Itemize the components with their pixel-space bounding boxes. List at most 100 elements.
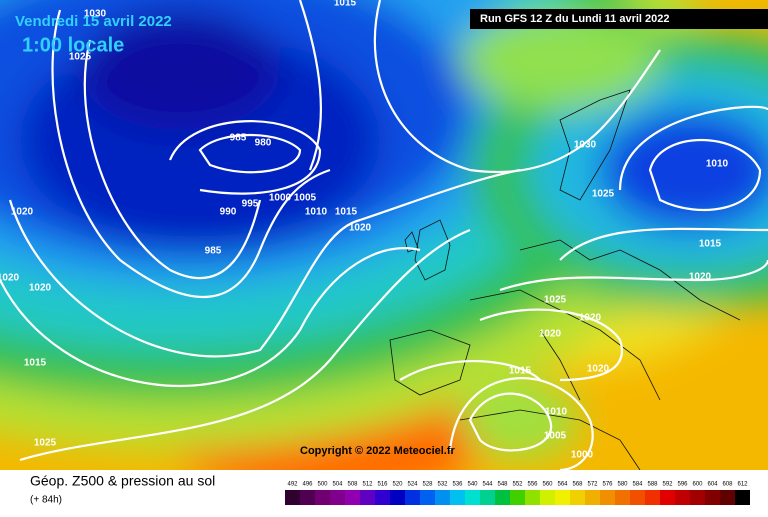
scale-swatch <box>660 490 675 505</box>
scale-label: 504 <box>332 482 343 488</box>
isobar-label: 1015 <box>334 0 357 9</box>
scale-label: 560 <box>542 482 553 488</box>
scale-swatch <box>540 490 555 505</box>
scale-label: 552 <box>512 482 523 488</box>
isobar-label: 1005 <box>544 431 567 442</box>
scale-swatch <box>375 490 390 505</box>
isobar-label: 995 <box>242 199 259 210</box>
scale-label: 540 <box>467 482 478 488</box>
isobar-label: 1005 <box>294 193 317 204</box>
isobar-label: 1015 <box>335 207 358 218</box>
run-info: Run GFS 12 Z du Lundi 11 avril 2022 <box>480 13 670 25</box>
scale-label: 520 <box>392 482 403 488</box>
isobar-label: 1020 <box>11 207 34 218</box>
isobar-label: 1000 <box>269 193 292 204</box>
scale-swatch <box>390 490 405 505</box>
scale-label: 580 <box>617 482 628 488</box>
scale-swatch <box>465 490 480 505</box>
isobar-label: 1020 <box>29 283 52 294</box>
isobar-label: 1010 <box>706 159 729 170</box>
scale-label: 496 <box>302 482 313 488</box>
scale-label: 532 <box>437 482 448 488</box>
copyright: Copyright © 2022 Meteociel.fr <box>300 445 456 457</box>
scale-swatch <box>360 490 375 505</box>
scale-swatch <box>630 490 645 505</box>
coastlines <box>389 89 741 470</box>
isobar-label: 1015 <box>24 358 47 369</box>
isobar-label: 985 <box>205 246 222 257</box>
scale-label: 536 <box>452 482 463 488</box>
scale-swatch <box>330 490 345 505</box>
scale-label: 572 <box>587 482 598 488</box>
scale-label: 600 <box>692 482 703 488</box>
isobar-label: 1015 <box>699 239 722 250</box>
scale-label: 604 <box>707 482 718 488</box>
scale-swatch <box>615 490 630 505</box>
scale-label: 500 <box>317 482 328 488</box>
scale-swatch <box>690 490 705 505</box>
scale-swatch <box>315 490 330 505</box>
scale-label: 576 <box>602 482 613 488</box>
scale-label: 544 <box>482 482 493 488</box>
isobar-label: 1025 <box>69 52 92 63</box>
scale-label: 548 <box>497 482 508 488</box>
isobar-label: 1025 <box>544 295 567 306</box>
scale-swatch <box>495 490 510 505</box>
scale-swatch <box>600 490 615 505</box>
scale-label: 516 <box>377 482 388 488</box>
isobar-label: 990 <box>220 207 237 218</box>
scale-label: 528 <box>422 482 433 488</box>
scale-label: 588 <box>647 482 658 488</box>
scale-swatch <box>585 490 600 505</box>
isobar-label: 1025 <box>592 189 615 200</box>
scale-label: 492 <box>287 482 298 488</box>
isobar-label: 1030 <box>84 9 107 20</box>
isobar-label: 1010 <box>305 207 328 218</box>
isobar-label: 1025 <box>34 438 57 449</box>
scale-label: 508 <box>347 482 358 488</box>
isobar-label: 1000 <box>571 450 594 461</box>
isobar-label: 1015 <box>509 366 532 377</box>
scale-label: 608 <box>722 482 733 488</box>
scale-swatch <box>735 490 750 505</box>
scale-swatch <box>555 490 570 505</box>
scale-swatch <box>285 490 300 505</box>
scale-label: 524 <box>407 482 418 488</box>
isobar-label: 1020 <box>349 223 372 234</box>
color-scale: 492 496 500 504 508 512 516 520 524 528 532 536 540 5… <box>285 482 750 505</box>
isobar-label: 1020 <box>587 364 610 375</box>
scale-swatch <box>525 490 540 505</box>
isobar-label: 980 <box>255 138 272 149</box>
isobar-label: 1020 <box>0 273 20 284</box>
scale-swatch <box>435 490 450 505</box>
scale-label: 592 <box>662 482 673 488</box>
run-box <box>470 9 768 29</box>
scale-swatch <box>645 490 660 505</box>
isobar-label: 985 <box>230 133 247 144</box>
scale-swatch <box>675 490 690 505</box>
isobar-label: 1030 <box>574 140 597 151</box>
scale-swatch <box>720 490 735 505</box>
isobar-label: 1020 <box>579 313 602 324</box>
scale-label: 568 <box>572 482 583 488</box>
scale-swatch <box>705 490 720 505</box>
scale-label: 596 <box>677 482 688 488</box>
isobar-label: 1010 <box>545 407 568 418</box>
forecast-date: Vendredi 15 avril 2022 <box>15 13 172 30</box>
scale-label: 512 <box>362 482 373 488</box>
scale-label: 564 <box>557 482 568 488</box>
scale-label: 556 <box>527 482 538 488</box>
scale-swatch <box>510 490 525 505</box>
forecast-time: 1:00 locale <box>22 34 124 56</box>
legend-title: Géop. Z500 & pression au sol <box>30 473 215 489</box>
isobar-label: 1020 <box>539 329 562 340</box>
scale-swatch <box>300 490 315 505</box>
isobar-label: 1020 <box>689 272 712 283</box>
scale-label: 612 <box>737 482 748 488</box>
scale-swatch <box>405 490 420 505</box>
legend-subtitle: (+ 84h) <box>30 495 62 506</box>
scale-swatch <box>570 490 585 505</box>
scale-swatch <box>345 490 360 505</box>
